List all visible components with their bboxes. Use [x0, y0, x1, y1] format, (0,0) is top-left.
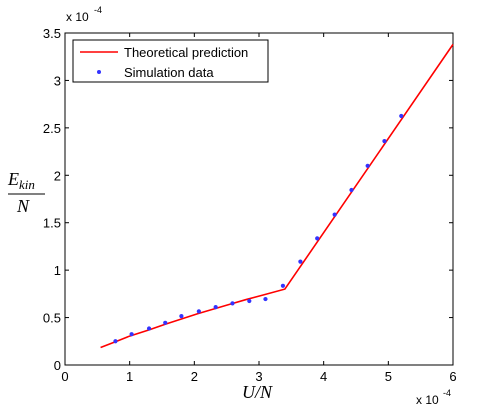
plot-area: 0 1 2 3 4 5 6 0 0.5 1 1.5 2 2.5 3 3.5	[43, 26, 457, 384]
x-tick-label: 2	[191, 369, 198, 384]
simulation-data-point	[399, 113, 404, 119]
x-tick-label: 5	[385, 369, 392, 384]
y-label-numerator: E	[7, 169, 19, 189]
x-tick-label: 1	[126, 369, 133, 384]
simulation-data-point	[382, 139, 387, 144]
x-axis-label: U/N	[242, 382, 273, 402]
simulation-data-point	[113, 339, 118, 344]
x-tick-label: 6	[449, 369, 456, 384]
simulation-data-point	[315, 236, 320, 241]
x-ticks: 0 1 2 3 4 5 6	[61, 33, 457, 384]
legend-label-theoretical: Theoretical prediction	[124, 45, 248, 60]
y-label-subscript: kin	[19, 177, 35, 192]
simulation-data-point	[298, 259, 303, 264]
simulation-data-point	[146, 326, 152, 331]
y-multiplier: x 10 -4	[66, 5, 102, 24]
simulation-data-point	[230, 301, 235, 306]
x-tick-label: 3	[255, 369, 262, 384]
legend-label-simulation: Simulation data	[124, 65, 214, 80]
x-tick-label: 4	[320, 369, 327, 384]
x-multiplier-base: x 10	[416, 393, 439, 407]
x-multiplier: x 10 -4	[416, 388, 451, 407]
x-multiplier-exponent: -4	[443, 388, 451, 398]
y-multiplier-base: x 10	[66, 10, 89, 24]
y-multiplier-exponent: -4	[94, 5, 102, 15]
legend-box	[72, 39, 269, 83]
series-layer	[100, 43, 454, 349]
simulation-data-point	[263, 296, 268, 302]
y-tick-label: 2.5	[43, 121, 61, 136]
simulation-data-point	[129, 332, 134, 337]
simulation-data-point	[179, 314, 184, 319]
simulation-data-point	[196, 309, 201, 314]
legend-dot-swatch	[97, 70, 101, 74]
y-tick-label: 1.5	[43, 216, 61, 231]
x-tick-label: 0	[61, 369, 68, 384]
y-tick-label: 1	[54, 263, 61, 278]
y-tick-label: 3	[54, 73, 61, 88]
y-tick-label: 0	[54, 358, 61, 373]
simulation-data-point	[247, 298, 252, 304]
simulation-data-point	[365, 163, 370, 168]
y-tick-label: 2	[54, 168, 61, 183]
simulation-data-point	[213, 305, 218, 310]
y-tick-label: 3.5	[43, 26, 61, 41]
y-label-denominator: N	[16, 196, 30, 216]
simulation-data-point	[280, 283, 286, 288]
legend: Theoretical prediction Simulation data	[72, 39, 269, 83]
simulation-data-point	[163, 320, 168, 325]
y-ticks: 0 0.5 1 1.5 2 2.5 3 3.5	[43, 26, 453, 373]
simulation-data-point	[332, 212, 337, 217]
theoretical-prediction-line	[100, 43, 454, 349]
y-axis-label: E kin N	[7, 169, 45, 216]
simulation-data-point	[349, 187, 354, 193]
y-tick-label: 0.5	[43, 311, 61, 326]
plot-frame	[64, 32, 454, 366]
